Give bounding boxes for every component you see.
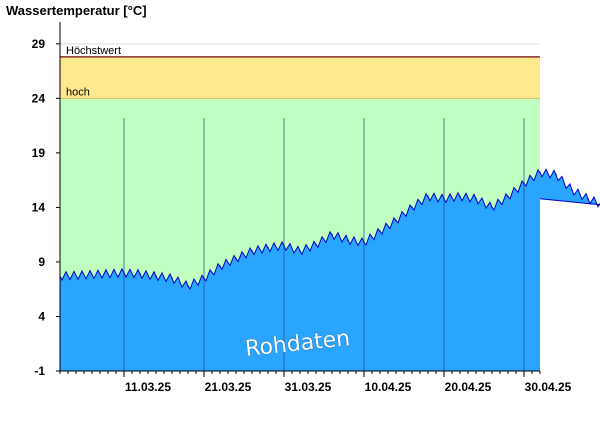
y-tick-label: -1	[34, 364, 45, 378]
series-line	[59, 168, 600, 291]
data-point	[491, 206, 493, 209]
data-point	[555, 173, 557, 176]
y-axis-ticks: -1 4 9 14 19 24 29	[32, 37, 60, 378]
data-point	[251, 250, 253, 252]
data-point	[507, 195, 509, 198]
data-point	[427, 195, 429, 198]
x-axis-ticks: 11.03.25 21.03.25 31.03.25 10.04.25 20.04.25…	[59, 371, 572, 394]
y-tick-label: 4	[38, 309, 45, 323]
high-range-band	[60, 56, 540, 99]
data-point	[587, 197, 589, 200]
data-point	[299, 250, 301, 252]
series-layer	[59, 168, 600, 371]
data-point	[411, 206, 413, 209]
data-point	[171, 277, 173, 280]
data-point	[475, 197, 477, 200]
data-point	[571, 189, 573, 191]
y-tick-label: 9	[38, 255, 45, 269]
max-value-label: Höchstwert	[66, 45, 121, 57]
data-point	[315, 243, 317, 246]
data-point	[539, 171, 541, 174]
data-point	[395, 219, 397, 222]
y-tick-label: 19	[32, 146, 46, 160]
data-point	[155, 275, 157, 277]
data-point	[139, 273, 141, 275]
data-point	[187, 285, 189, 287]
high-threshold-label: hoch	[66, 86, 90, 98]
data-point	[219, 265, 221, 268]
data-point	[267, 246, 269, 249]
date-gridlines	[123, 118, 525, 371]
series-area	[60, 169, 600, 371]
x-tick-label: 10.04.25	[365, 380, 412, 394]
data-point	[379, 230, 381, 233]
data-point	[331, 233, 333, 236]
chart-title: Wassertemperatur [°C]	[6, 3, 147, 18]
x-tick-label: 11.03.25	[125, 380, 171, 394]
x-tick-label: 30.04.25	[525, 380, 572, 394]
y-tick-label: 24	[32, 91, 46, 105]
data-point	[235, 257, 237, 260]
x-tick-label: 21.03.25	[205, 380, 252, 394]
x-tick-label: 20.04.25	[445, 380, 492, 394]
y-tick-label: 29	[32, 37, 46, 51]
data-point	[459, 195, 461, 198]
x-tick-label: 31.03.25	[285, 380, 332, 394]
y-tick-label: 14	[32, 200, 46, 214]
data-point	[347, 239, 349, 241]
